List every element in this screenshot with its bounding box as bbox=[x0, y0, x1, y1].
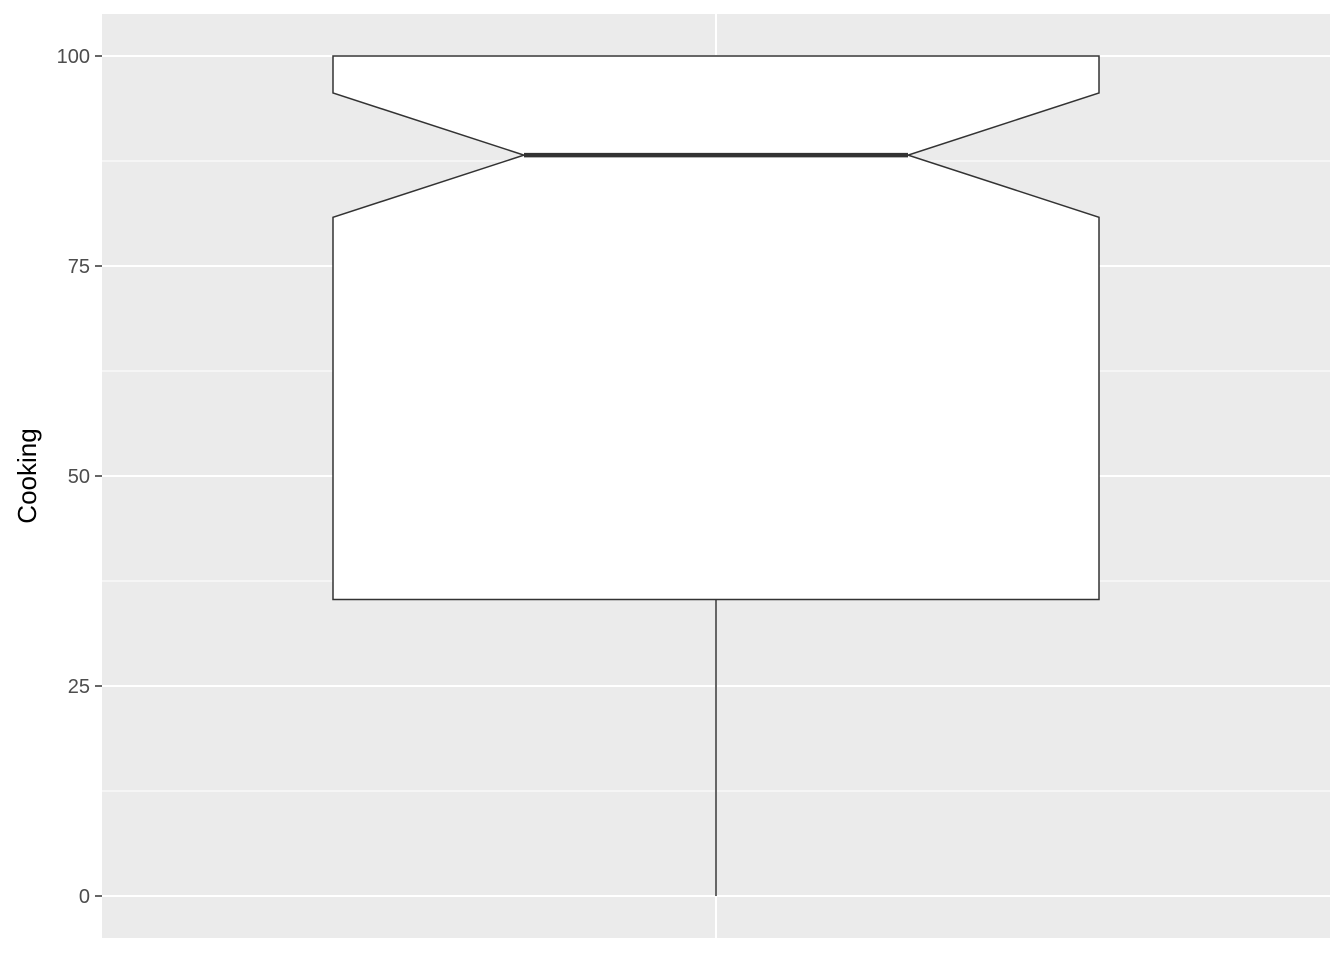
y-tick-label: 100 bbox=[57, 46, 90, 68]
y-tick-label: 75 bbox=[68, 256, 90, 278]
box-layer bbox=[332, 55, 1100, 896]
y-tick-label: 0 bbox=[79, 886, 90, 908]
y-tick-label: 25 bbox=[68, 676, 90, 698]
y-axis: 0 25 50 75 100 bbox=[57, 46, 102, 908]
y-axis-title: Cooking bbox=[12, 428, 42, 523]
y-tick-label: 50 bbox=[68, 466, 90, 488]
notched-box bbox=[332, 55, 1100, 601]
